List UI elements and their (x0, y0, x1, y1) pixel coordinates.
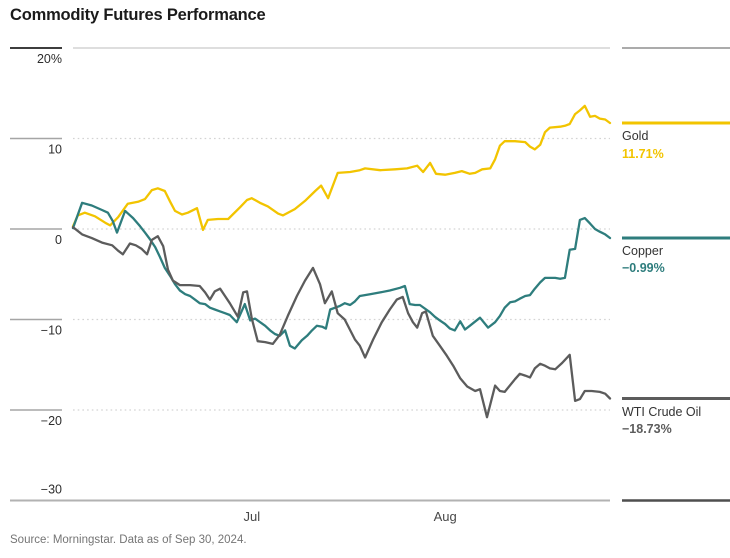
y-axis-label--30: −30 (41, 483, 62, 497)
source-note: Source: Morningstar. Data as of Sep 30, … (10, 534, 247, 546)
legend-label-wti-crude-oil: WTI Crude Oil (622, 404, 702, 419)
legend-entry-wti-crude-oil: WTI Crude Oil −18.73% (622, 404, 728, 439)
y-axis-label-10: 10 (48, 143, 62, 157)
chart-title: Commodity Futures Performance (10, 6, 266, 24)
x-axis-label-jul: Jul (244, 509, 261, 524)
legend-value-gold: 11.71% (622, 146, 664, 161)
series-line-copper (71, 201, 612, 350)
y-axis-label--10: −10 (41, 324, 62, 338)
legend-label-gold: Gold (622, 129, 649, 144)
legend-value-copper: −0.99% (622, 261, 665, 276)
series-line-gold (71, 104, 612, 232)
legend-label-copper: Copper (622, 243, 663, 258)
y-axis-label--20: −20 (41, 414, 62, 428)
legend-value-wti-crude-oil: −18.73% (622, 422, 672, 436)
series-line-wti-crude-oil (71, 226, 612, 419)
x-axis-label-aug: Aug (434, 509, 457, 524)
y-axis-label-20: 20% (37, 52, 62, 66)
legend-entry-gold: Gold 11.71% (622, 128, 728, 163)
y-axis-label-0: 0 (55, 233, 62, 247)
legend-entry-copper: Copper −0.99% (622, 243, 728, 278)
